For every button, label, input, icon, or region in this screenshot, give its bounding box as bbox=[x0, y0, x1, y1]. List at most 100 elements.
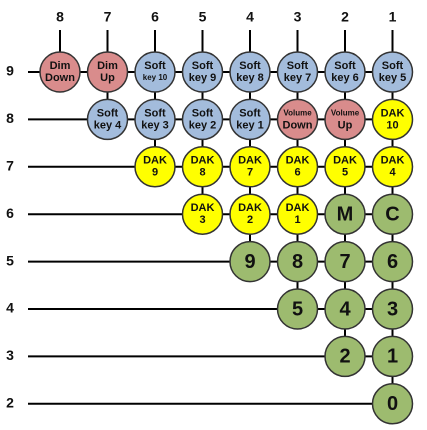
row-label: 7 bbox=[6, 158, 14, 174]
key-circle bbox=[86, 98, 129, 141]
key-circle bbox=[324, 98, 366, 141]
key-label: 7 bbox=[339, 251, 350, 273]
row-label: 3 bbox=[6, 347, 14, 363]
key-label: DAK bbox=[143, 155, 167, 167]
key-label: 0 bbox=[387, 393, 398, 415]
key-circle bbox=[276, 51, 319, 93]
key-label: 4 bbox=[389, 167, 396, 179]
key-label: 3 bbox=[387, 298, 398, 320]
key-circle bbox=[371, 240, 414, 283]
key-label: 1 bbox=[294, 214, 300, 226]
key-circle bbox=[181, 51, 224, 93]
key-node: 4 bbox=[324, 288, 366, 330]
key-label: 2 bbox=[339, 346, 350, 368]
key-circle bbox=[229, 98, 271, 141]
key-label: key 4 bbox=[94, 119, 122, 131]
key-label: Soft bbox=[97, 107, 119, 119]
key-label: Volume bbox=[283, 109, 312, 118]
key-label: key 6 bbox=[331, 72, 359, 84]
key-label: 5 bbox=[342, 167, 348, 179]
key-circle bbox=[181, 98, 224, 141]
key-label: Soft bbox=[192, 60, 214, 72]
key-circle bbox=[371, 383, 414, 425]
key-label: 6 bbox=[294, 167, 300, 179]
key-label: key 1 bbox=[236, 119, 264, 131]
key-circle bbox=[276, 240, 319, 283]
key-node: 0 bbox=[371, 383, 414, 425]
key-label: Soft bbox=[334, 60, 356, 72]
key-label: 8 bbox=[199, 167, 205, 179]
key-label: Soft bbox=[239, 60, 261, 72]
key-label: Soft bbox=[144, 107, 166, 119]
key-label: M bbox=[337, 203, 354, 225]
key-circle bbox=[86, 51, 129, 93]
row-label: 4 bbox=[6, 300, 14, 316]
column-label: 1 bbox=[389, 9, 397, 25]
key-label: Up bbox=[338, 119, 353, 131]
key-circle bbox=[276, 193, 319, 235]
column-label: 4 bbox=[246, 9, 254, 25]
key-circle bbox=[134, 51, 176, 93]
key-node: 1 bbox=[371, 335, 414, 378]
key-label: 2 bbox=[247, 214, 253, 226]
key-node: 3 bbox=[371, 288, 414, 330]
row-label: 9 bbox=[6, 63, 14, 79]
key-circle bbox=[371, 98, 414, 141]
key-label: 9 bbox=[152, 167, 158, 179]
key-circle bbox=[229, 193, 271, 235]
key-label: Down bbox=[45, 72, 75, 84]
key-label: Up bbox=[100, 72, 115, 84]
key-label: key 5 bbox=[379, 72, 407, 84]
key-circle bbox=[39, 51, 81, 93]
key-circle bbox=[134, 98, 176, 141]
key-label: 7 bbox=[247, 167, 253, 179]
row-label: 2 bbox=[6, 395, 14, 411]
column-label: 3 bbox=[294, 9, 302, 25]
key-label: key 2 bbox=[189, 119, 217, 131]
column-label: 7 bbox=[104, 9, 112, 25]
key-circle bbox=[229, 146, 271, 188]
key-circle bbox=[371, 335, 414, 378]
key-label: DAK bbox=[238, 202, 262, 214]
key-label: DAK bbox=[381, 155, 405, 167]
key-label: Soft bbox=[382, 60, 404, 72]
key-label: 1 bbox=[387, 346, 398, 368]
key-label: DAK bbox=[381, 107, 405, 119]
key-circle bbox=[371, 51, 414, 93]
column-label: 8 bbox=[56, 9, 64, 25]
key-label: DAK bbox=[191, 202, 215, 214]
key-label: key 7 bbox=[284, 72, 312, 84]
key-label: Volume bbox=[331, 109, 360, 118]
key-circle bbox=[276, 98, 319, 141]
key-circle bbox=[276, 288, 319, 330]
key-label: Dim bbox=[50, 60, 71, 72]
key-node: 5 bbox=[276, 288, 319, 330]
key-label: DAK bbox=[238, 155, 262, 167]
key-label: key 8 bbox=[236, 72, 264, 84]
key-circle bbox=[371, 288, 414, 330]
key-node: 8 bbox=[276, 240, 319, 283]
key-label: key 10 bbox=[143, 73, 168, 82]
key-label: Dim bbox=[97, 60, 118, 72]
key-label: 9 bbox=[244, 251, 255, 273]
key-node: C bbox=[371, 193, 414, 235]
row-label: 8 bbox=[6, 110, 14, 126]
key-label: 5 bbox=[292, 298, 303, 320]
key-circle bbox=[371, 146, 414, 188]
